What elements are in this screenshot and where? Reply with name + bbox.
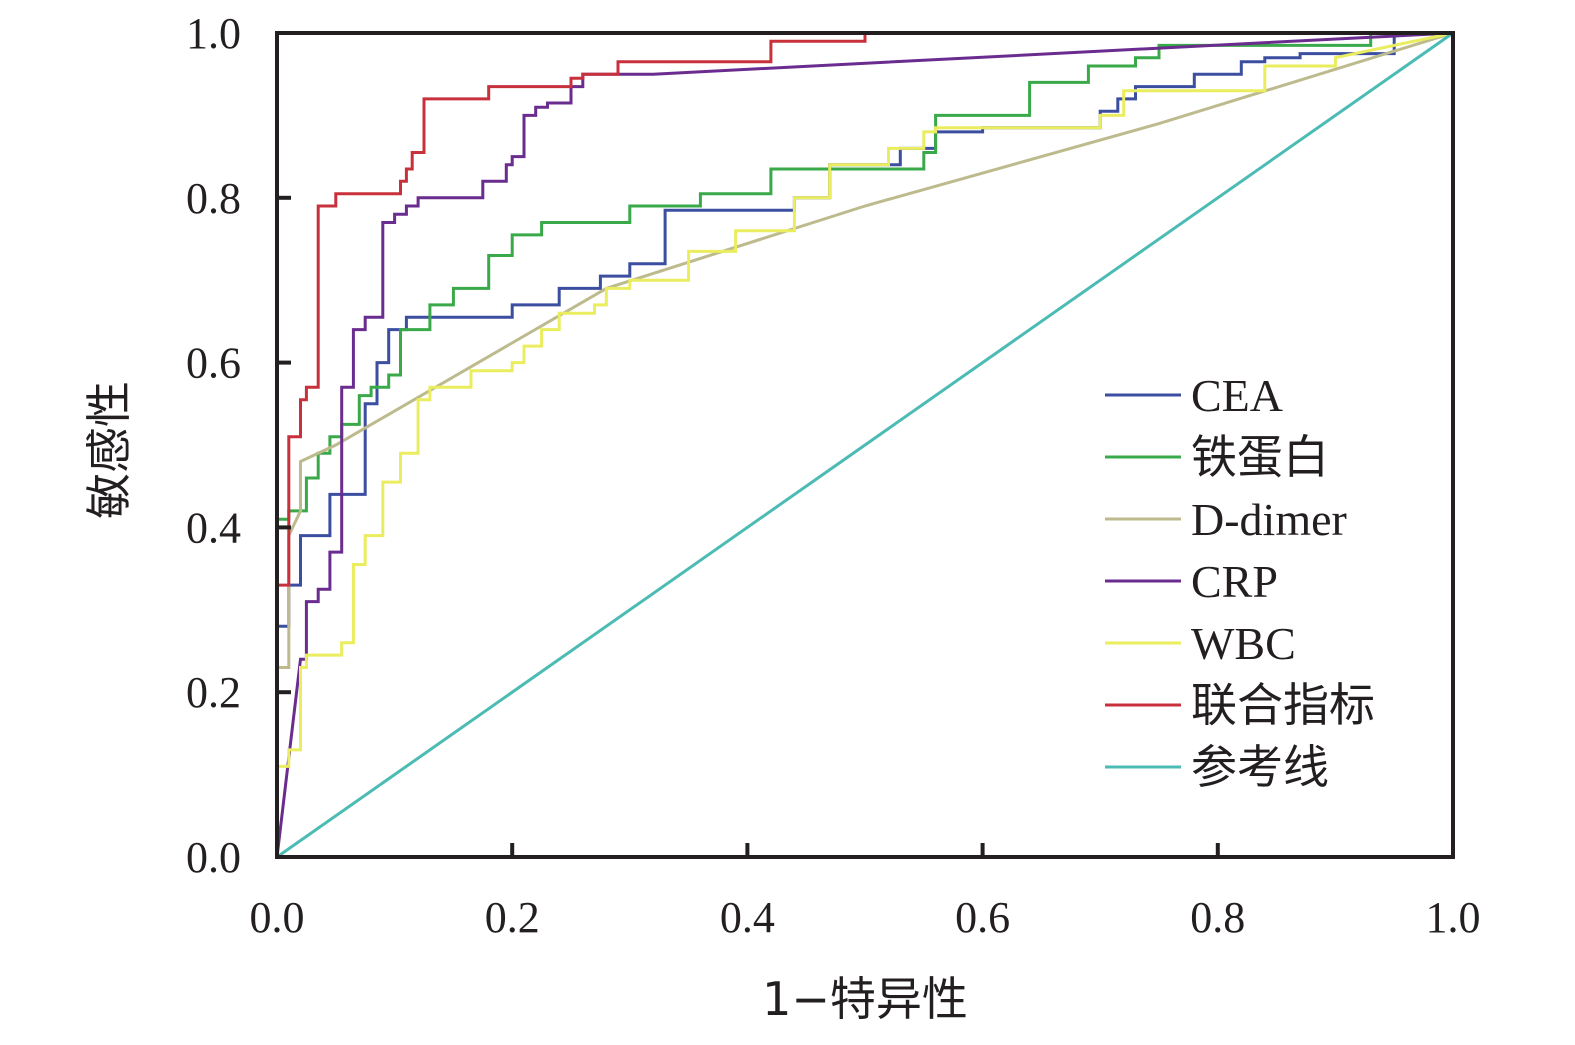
series-line-2 xyxy=(275,31,1454,857)
y-tick-label-1: 0.2 xyxy=(186,668,241,717)
legend-label-3: CRP xyxy=(1191,556,1278,607)
ticks-layer: 0.0 0.2 0.4 0.6 0.8 1.0 0.0 0.2 0.4 0.6 0.8 1.0 xyxy=(186,9,1481,942)
legend-label-5: 联合指标 xyxy=(1191,680,1375,731)
plot-frame xyxy=(275,31,1455,859)
x-tick-label-0: 0.0 xyxy=(250,893,305,942)
x-tick-label-3: 0.6 xyxy=(955,893,1010,942)
y-tick-label-0: 0.0 xyxy=(186,833,241,882)
legend-label-6: 参考线 xyxy=(1191,742,1329,793)
legend-label-1: 铁蛋白 xyxy=(1191,432,1329,483)
series-layer xyxy=(275,31,1454,859)
x-tick-label-5: 1.0 xyxy=(1426,893,1481,942)
y-axis-label: 敏感性 xyxy=(82,381,136,519)
series-line-5 xyxy=(275,31,1453,857)
legend-label-2: D-dimer xyxy=(1191,494,1347,545)
legend-label-4: WBC xyxy=(1191,618,1296,669)
series-line-0 xyxy=(275,31,1453,857)
series-line-6 xyxy=(276,31,1454,859)
x-tick-label-1: 0.2 xyxy=(485,893,540,942)
y-tick-label-4: 0.8 xyxy=(186,174,241,223)
x-axis-label: 1−特异性 xyxy=(762,972,968,1026)
legend-label-0: CEA xyxy=(1191,370,1283,421)
x-tick-label-2: 0.4 xyxy=(720,893,775,942)
y-tick-label-5: 1.0 xyxy=(186,9,241,58)
series-line-4 xyxy=(277,31,1454,768)
y-tick-label-3: 0.6 xyxy=(186,339,241,388)
y-tick-label-2: 0.4 xyxy=(186,503,241,552)
series-line-3 xyxy=(275,31,1454,858)
x-tick-label-4: 0.8 xyxy=(1190,893,1245,942)
